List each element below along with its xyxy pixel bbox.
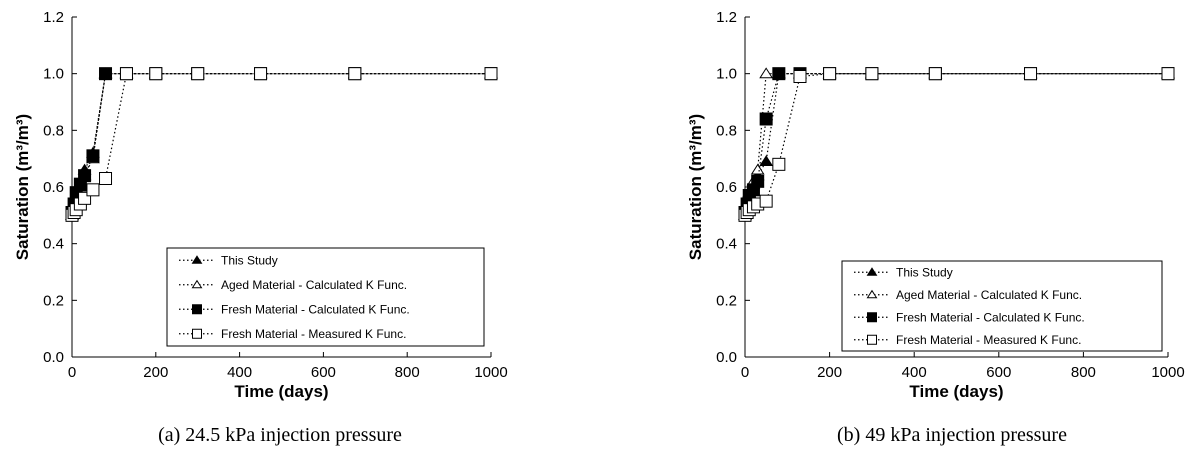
chart-a-legend: This Study Aged Material - Calculated K F… [166,247,485,347]
chart-panel-a: 0.0 0.2 0.4 0.6 0.8 1.0 1.2 0 200 400 600 800 1000 Ti… [0,0,560,452]
chart-b-y-tick-label: 0.4 [716,236,737,253]
chart-a-legend-marker [191,255,203,264]
chart-a-data-point [149,67,163,81]
chart-a-series-2 [65,67,498,220]
chart-a-y-tick-label: 0.2 [43,292,64,309]
chart-b-legend-marker [867,312,877,323]
chart-a-data-point [191,67,205,81]
chart-b-x-tick-label: 600 [986,364,1011,381]
chart-a-legend-marker [191,279,203,289]
chart-b-series-line [744,73,1168,216]
chart-b-x-tick-label: 800 [1071,364,1096,381]
chart-a-data-point [86,149,100,163]
chart-b-data-point [928,67,942,81]
chart-b-x-axis-label: Time (days) [909,382,1003,401]
chart-a-x-tick-label: 0 [68,364,76,381]
chart-b-data-point [759,67,774,79]
chart-a-series-line [71,73,491,216]
chart-a-y-tick-label: 0.0 [43,349,64,366]
chart-a-data-point [78,169,92,183]
chart-b-legend-entry: This Study [896,265,953,279]
chart-a-data-point [86,183,100,197]
chart-b-series-line [744,73,1168,216]
chart-a-legend-box [166,247,485,347]
chart-b-data-point [751,174,765,188]
chart-b-x-tick-label: 1000 [1151,364,1184,381]
chart-a-data-point [99,67,113,81]
chart-a-x-tick-label: 600 [311,364,336,381]
chart-a-y-tick-label: 1.2 [43,9,64,26]
chart-a-legend-entry: Fresh Material - Calculated K Func. [221,302,410,316]
chart-a-series-4 [65,67,498,222]
chart-b-data-point [772,67,786,81]
chart-b-legend-marker [866,289,878,299]
chart-a-y-axis-label: Saturation (m³/m³) [13,114,32,260]
chart-a-data-point [119,67,133,81]
chart-b-series-line [744,73,1168,213]
chart-a-x-tick-label: 1000 [474,364,507,381]
chart-a-series-3 [65,67,498,219]
chart-b-y-axis-label: Saturation (m³/m³) [686,114,705,260]
chart-b-x-tick-label: 200 [817,364,842,381]
chart-b-y-tick-label: 0.0 [716,349,737,366]
chart-b-legend-entry: Aged Material - Calculated K Func. [896,288,1082,302]
chart-a-data-point [484,67,498,81]
chart-b-data-point [750,163,765,175]
chart-b-data-point [823,67,837,81]
chart-a-legend-entry: Aged Material - Calculated K Func. [221,278,407,292]
chart-a-x-tick-label: 400 [227,364,252,381]
chart-b-y-tick-label: 1.2 [716,9,737,26]
chart-a-series-line [71,73,491,216]
chart-a-series-1 [65,67,498,220]
chart-a-x-tick-label: 200 [143,364,168,381]
chart-a-y-tick-label: 0.8 [43,122,64,139]
chart-b-data-point [772,157,786,171]
chart-a-legend-marker [192,328,202,339]
chart-b-series-4 [738,67,1175,222]
chart-a-legend-entry: Fresh Material - Measured K Func. [221,327,406,341]
chart-b-data-point [1024,67,1038,81]
chart-b-legend-marker [867,334,877,345]
chart-a-series-line [71,73,491,213]
chart-b-y-tick-label: 1.0 [716,66,737,83]
chart-b-data-point [759,194,773,208]
chart-a-series-line [71,73,491,216]
chart-b-y-tick-label: 0.2 [716,292,737,309]
chart-b-data-point [865,67,879,81]
chart-b-series-3 [738,67,1175,219]
chart-b-legend-box [841,260,1163,352]
chart-a-legend-marker [192,304,202,315]
chart-a-legend-entry: This Study [221,253,278,267]
chart-a-axes: 0.0 0.2 0.4 0.6 0.8 1.0 1.2 0 200 400 600 800 1000 [43,9,508,381]
chart-b-y-tick-label: 0.8 [716,122,737,139]
chart-b-legend-marker [866,267,878,276]
chart-b-y-tick-label: 0.6 [716,179,737,196]
chart-b-legend-entry: Fresh Material - Calculated K Func. [896,310,1085,324]
chart-a-svg: 0.0 0.2 0.4 0.6 0.8 1.0 1.2 0 200 400 600 800 1000 Ti… [13,9,508,401]
chart-b-data-point [793,70,807,83]
chart-a-data-point [348,67,362,81]
chart-b-caption: (b) 49 kPa injection pressure [837,424,1067,446]
chart-b-legend: This Study Aged Material - Calculated K F… [841,260,1163,352]
chart-b-x-tick-label: 400 [902,364,927,381]
chart-b-svg: 0.0 0.2 0.4 0.6 0.8 1.0 1.2 0 200 400 600 800 1000 Ti… [686,9,1185,401]
chart-b-series-line [744,73,1168,216]
chart-b-series-1 [738,67,1175,220]
chart-b-axes: 0.0 0.2 0.4 0.6 0.8 1.0 1.2 0 200 400 600 800 1000 [716,9,1185,381]
chart-b-series-2 [738,67,1175,220]
chart-b-data-point [759,112,773,126]
chart-panel-b: 0.0 0.2 0.4 0.6 0.8 1.0 1.2 0 200 400 600 800 1000 Ti… [672,0,1197,452]
chart-b-x-tick-label: 0 [741,364,749,381]
chart-a-x-tick-label: 800 [395,364,420,381]
chart-a-data-point [99,172,113,185]
chart-b-data-point [1161,67,1175,81]
chart-a-y-tick-label: 1.0 [43,66,64,83]
chart-a-data-point [254,67,268,81]
chart-a-y-tick-label: 0.4 [43,236,64,253]
chart-a-caption: (a) 24.5 kPa injection pressure [158,424,402,446]
chart-a-y-tick-label: 0.6 [43,179,64,196]
chart-b-data-point [759,155,774,167]
chart-a-x-axis-label: Time (days) [234,382,328,401]
chart-b-legend-entry: Fresh Material - Measured K Func. [896,333,1081,347]
